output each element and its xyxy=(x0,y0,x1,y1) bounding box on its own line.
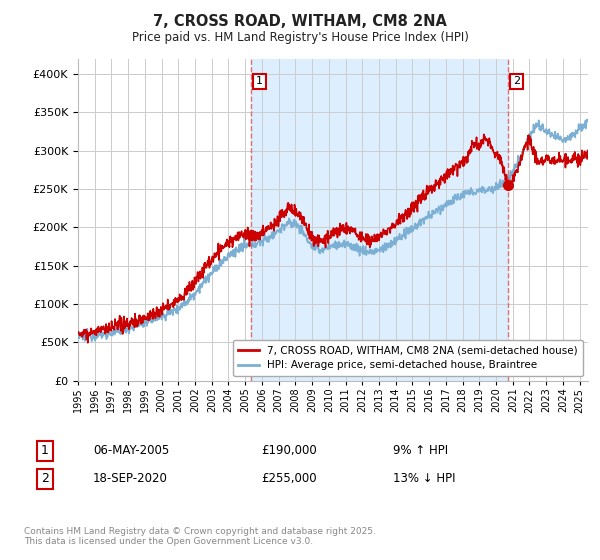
Bar xyxy=(251,59,508,381)
Text: 2: 2 xyxy=(41,472,49,486)
Text: 2: 2 xyxy=(513,76,520,86)
Text: 13% ↓ HPI: 13% ↓ HPI xyxy=(393,472,455,486)
Text: 1: 1 xyxy=(256,76,263,86)
Text: Price paid vs. HM Land Registry's House Price Index (HPI): Price paid vs. HM Land Registry's House … xyxy=(131,31,469,44)
Text: Contains HM Land Registry data © Crown copyright and database right 2025.
This d: Contains HM Land Registry data © Crown c… xyxy=(24,526,376,546)
Text: 9% ↑ HPI: 9% ↑ HPI xyxy=(393,444,448,458)
Legend: 7, CROSS ROAD, WITHAM, CM8 2NA (semi-detached house), HPI: Average price, semi-d: 7, CROSS ROAD, WITHAM, CM8 2NA (semi-det… xyxy=(233,340,583,376)
Text: 7, CROSS ROAD, WITHAM, CM8 2NA: 7, CROSS ROAD, WITHAM, CM8 2NA xyxy=(153,14,447,29)
Text: 1: 1 xyxy=(41,444,49,458)
Text: 06-MAY-2005: 06-MAY-2005 xyxy=(93,444,169,458)
Text: £190,000: £190,000 xyxy=(261,444,317,458)
Text: £255,000: £255,000 xyxy=(261,472,317,486)
Text: 18-SEP-2020: 18-SEP-2020 xyxy=(93,472,168,486)
